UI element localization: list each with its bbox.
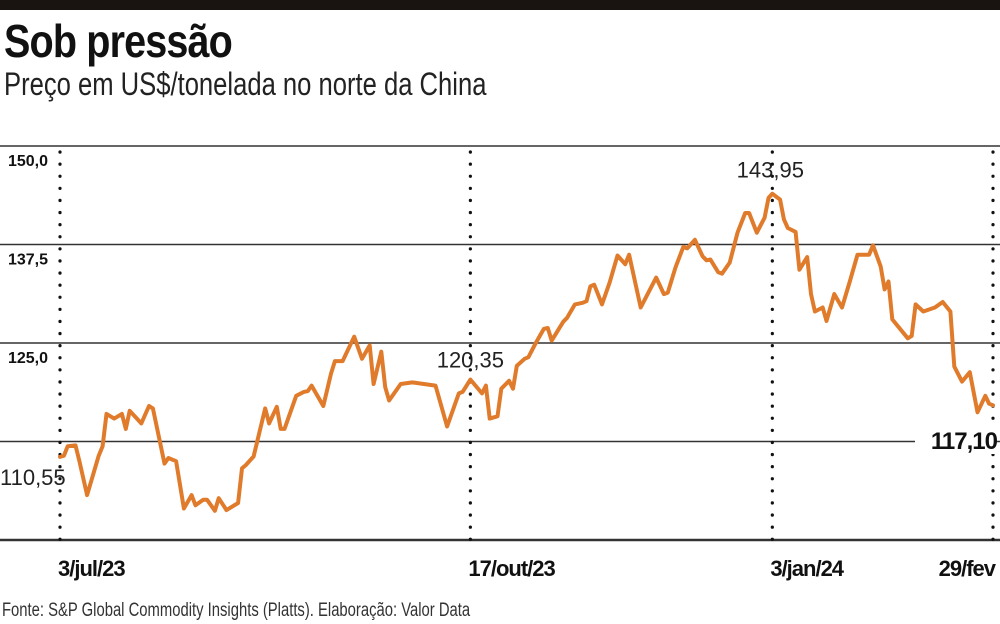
gridlines [0, 145, 1000, 542]
date-markers [58, 150, 995, 542]
x-tick-label: 3/jan/24 [770, 556, 844, 581]
x-tick-label: 17/out/23 [468, 556, 555, 581]
annotation-peak-value: 143,95 [737, 158, 804, 183]
chart-subtitle: Preço em US$/tonelada no norte da China [4, 66, 487, 102]
annotation-end-value: 117,10 [931, 428, 998, 455]
y-tick-label: 150,0 [8, 153, 48, 170]
x-axis-labels: 3/jul/23 17/out/23 3/jan/24 29/fev [58, 556, 998, 581]
source-note: Fonte: S&P Global Commodity Insights (Pl… [2, 600, 471, 621]
y-tick-label: 125,0 [8, 350, 48, 367]
top-rule [0, 0, 1000, 10]
x-tick-label: 29/fev [939, 556, 997, 581]
annotations: 110,55 120,35 143,95 117,10 [0, 158, 999, 490]
annotation-end-bg [915, 428, 995, 454]
y-axis-labels: 150,0 137,5 125,0 [8, 153, 48, 367]
annotation-oct-value: 120,35 [437, 348, 504, 373]
annotation-start-value: 110,55 [0, 465, 66, 490]
x-tick-label: 3/jul/23 [58, 556, 125, 581]
series-group [58, 191, 995, 513]
chart-title: Sob pressão [4, 15, 233, 67]
y-tick-label: 137,5 [8, 252, 48, 269]
price-series-line [58, 191, 995, 513]
